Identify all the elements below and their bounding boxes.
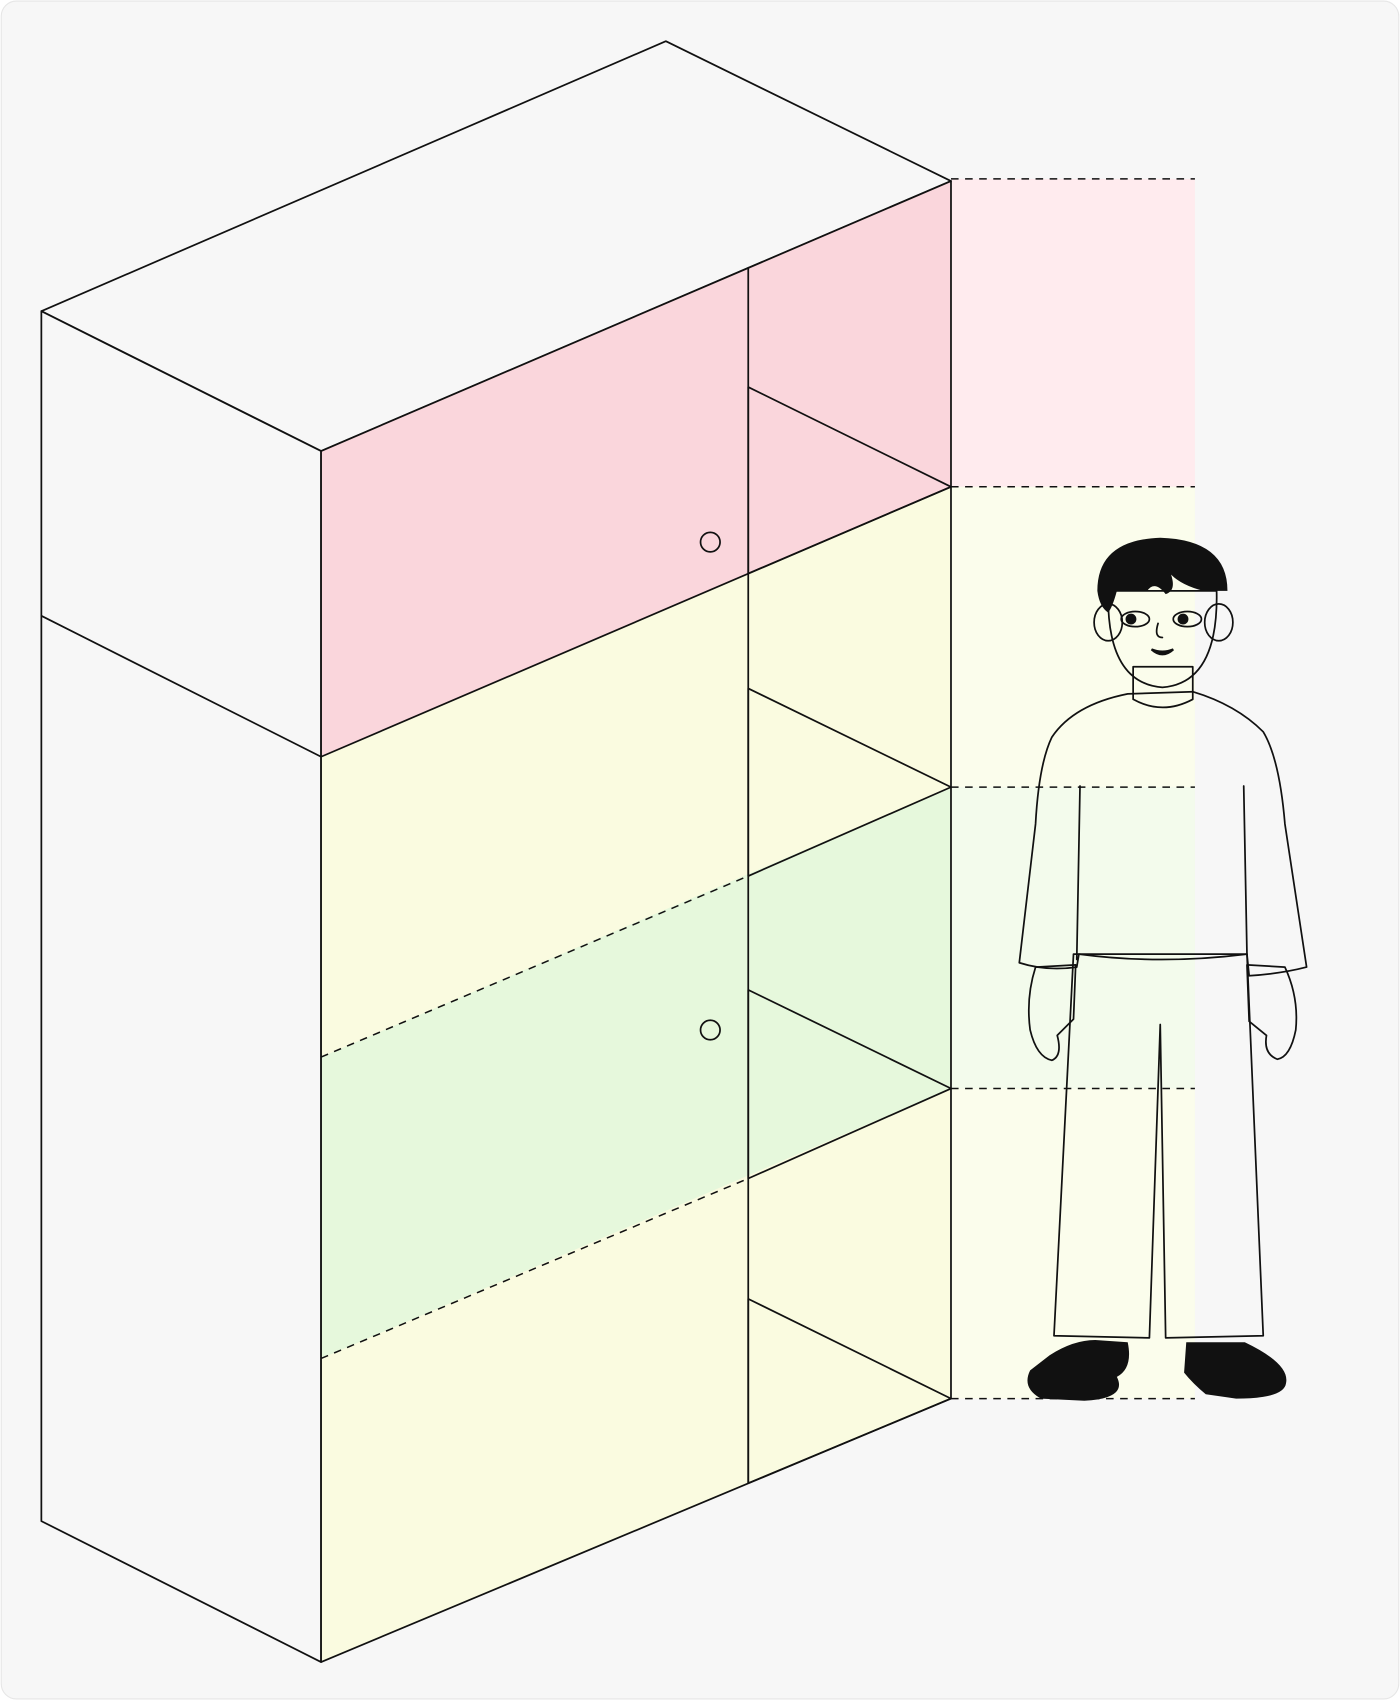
- side-seam: [40, 614, 322, 758]
- band-upper: [950, 486, 1195, 788]
- dashed-edge: [320, 1177, 749, 1360]
- hair: [1097, 537, 1228, 613]
- shoe: [1184, 1342, 1287, 1399]
- person: [1018, 537, 1308, 1401]
- cabinet: [40, 40, 952, 1663]
- hand: [1246, 964, 1298, 1061]
- height-bands: [950, 178, 1195, 1400]
- nose: [1155, 622, 1164, 639]
- front-outline: [320, 180, 952, 1663]
- pupil: [1125, 613, 1137, 625]
- mouth: [1150, 648, 1174, 656]
- section-edge: [320, 485, 952, 758]
- shoe: [1027, 1340, 1130, 1401]
- neck: [1132, 665, 1194, 709]
- band-middle: [950, 787, 1195, 1089]
- dashed-edge: [320, 875, 749, 1058]
- shirt: [1018, 690, 1308, 977]
- knob: [699, 531, 721, 553]
- hand: [1027, 964, 1077, 1062]
- ear: [1203, 603, 1234, 642]
- front-middle-section: [321, 787, 951, 1359]
- sleeve-line: [1075, 785, 1081, 961]
- eye: [1120, 610, 1151, 628]
- pupil: [1177, 613, 1189, 625]
- front-top-section: [321, 181, 951, 757]
- knob: [699, 1019, 721, 1041]
- sleeve-line: [1242, 785, 1248, 955]
- band-top: [950, 178, 1195, 487]
- eye: [1172, 610, 1203, 628]
- face: [1107, 590, 1218, 689]
